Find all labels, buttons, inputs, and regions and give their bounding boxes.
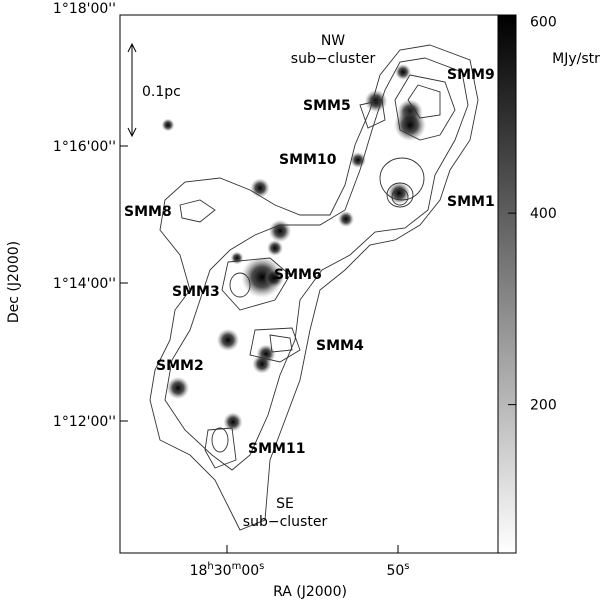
- y-tick-label: 1°12'00'': [53, 414, 116, 430]
- source-blob: [161, 118, 175, 132]
- source-label: SMM9: [447, 67, 495, 83]
- region-label: sub−cluster: [243, 514, 328, 530]
- source-label: SMM11: [248, 441, 305, 457]
- source-blob: [268, 219, 292, 243]
- source-blob: [230, 251, 244, 265]
- colorbar: [497, 14, 517, 554]
- source-blob: [250, 178, 270, 198]
- digits: 50: [386, 563, 404, 579]
- source-blob: [216, 328, 240, 352]
- region-label: sub−cluster: [291, 51, 376, 67]
- x-tick-label: 18h30m00s: [190, 561, 265, 579]
- colorbar-tick-label: 400: [530, 206, 557, 222]
- scale-arrows: [127, 42, 137, 138]
- source-blob: [166, 376, 190, 400]
- source-label: SMM4: [316, 338, 364, 354]
- region-label: SE: [276, 496, 294, 512]
- digits: 30: [214, 563, 232, 579]
- unit: s: [259, 561, 264, 572]
- source-label: SMM2: [156, 358, 204, 374]
- source-label: SMM1: [447, 194, 495, 210]
- y-tick-label: 1°16'00'': [53, 139, 116, 155]
- region-label: NW: [321, 33, 345, 49]
- unit: h: [207, 561, 213, 572]
- scale-label: 0.1pc: [142, 84, 181, 100]
- emission-image: [161, 64, 426, 432]
- digits: 00: [241, 563, 259, 579]
- x-axis-label: RA (J2000): [273, 584, 347, 600]
- source-label: SMM6: [274, 267, 322, 283]
- x-tick-label: 50s: [386, 561, 409, 579]
- contours: [149, 44, 479, 531]
- source-blob: [394, 109, 426, 141]
- colorbar-tick-label: 600: [530, 15, 557, 31]
- y-tick-label: 1°14'00'': [53, 276, 116, 292]
- source-blob: [338, 211, 354, 227]
- source-label: SMM10: [279, 152, 337, 168]
- unit: m: [232, 561, 242, 572]
- source-label: SMM8: [124, 204, 172, 220]
- y-axis-label: Dec (J2000): [6, 241, 22, 323]
- ticks: [120, 145, 399, 553]
- source-blob: [223, 412, 243, 432]
- colorbar-tick-label: 200: [530, 398, 557, 414]
- source-blob: [252, 354, 272, 374]
- colorbar-label: MJy/str: [552, 51, 600, 67]
- unit: s: [404, 561, 409, 572]
- digits: 18: [190, 563, 208, 579]
- source-blob: [267, 240, 283, 256]
- source-blob: [264, 268, 284, 288]
- source-label: SMM5: [303, 98, 351, 114]
- y-tick-label: 1°18'00'': [53, 1, 116, 17]
- source-blob: [395, 64, 411, 80]
- source-label: SMM3: [172, 284, 220, 300]
